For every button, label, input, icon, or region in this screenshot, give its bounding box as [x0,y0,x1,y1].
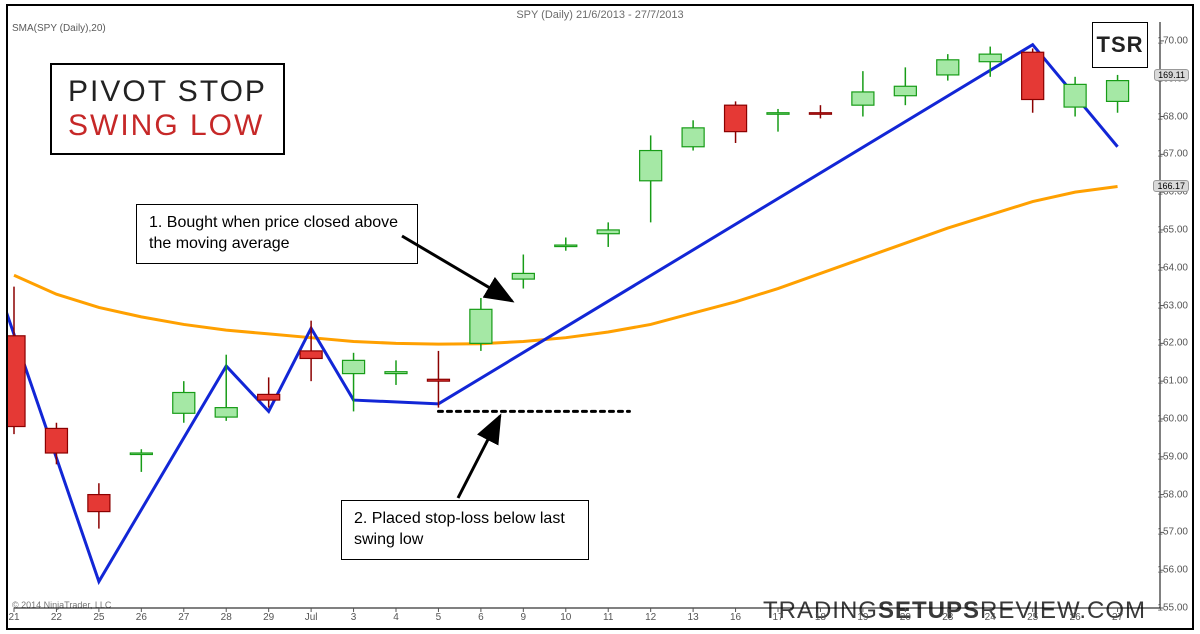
y-tick-label: 156.00 [1157,565,1188,576]
x-tick-label: 12 [645,612,656,623]
chart-frame: SPY (Daily) 21/6/2013 - 27/7/2013 SMA(SP… [6,4,1194,630]
x-tick-label: 10 [560,612,571,623]
y-tick-label: 161.00 [1157,376,1188,387]
x-tick-label: 17 [772,612,783,623]
y-tick-label: 157.00 [1157,527,1188,538]
x-tick-label: 13 [688,612,699,623]
y-tick-label: 155.00 [1157,603,1188,614]
x-tick-label: 25 [1027,612,1038,623]
x-tick-label: 20 [900,612,911,623]
y-tick-label: 170.00 [1157,35,1188,46]
x-tick-label: 11 [603,612,613,623]
y-tick-label: 162.00 [1157,338,1188,349]
y-tick-label: 164.00 [1157,262,1188,273]
x-tick-label: 29 [263,612,274,623]
x-tick-label: 27 [1112,612,1123,623]
y-tick-label: 168.00 [1157,111,1188,122]
y-tick-label: 158.00 [1157,489,1188,500]
x-tick-label: 18 [815,612,826,623]
x-tick-label: 25 [93,612,104,623]
x-tick-label: 26 [1070,612,1081,623]
x-tick-label: 22 [51,612,62,623]
x-tick-label: 5 [436,612,442,623]
price-tag: 166.17 [1153,180,1189,192]
x-tick-label: 9 [521,612,527,623]
chart-svg [8,6,1192,628]
x-tick-label: 19 [857,612,868,623]
x-tick-label: 16 [730,612,741,623]
y-tick-label: 165.00 [1157,224,1188,235]
x-tick-label: 26 [136,612,147,623]
x-tick-label: 23 [942,612,953,623]
x-tick-label: Jul [305,612,318,623]
x-tick-label: 4 [393,612,399,623]
y-tick-label: 160.00 [1157,413,1188,424]
x-tick-label: 24 [985,612,996,623]
price-tag: 169.11 [1154,69,1189,81]
x-tick-label: 6 [478,612,484,623]
y-tick-label: 163.00 [1157,300,1188,311]
x-tick-label: 3 [351,612,357,623]
x-tick-label: 28 [221,612,232,623]
x-tick-label: 27 [178,612,189,623]
y-tick-label: 159.00 [1157,451,1188,462]
x-tick-label: 21 [8,612,19,623]
y-tick-label: 167.00 [1157,149,1188,160]
